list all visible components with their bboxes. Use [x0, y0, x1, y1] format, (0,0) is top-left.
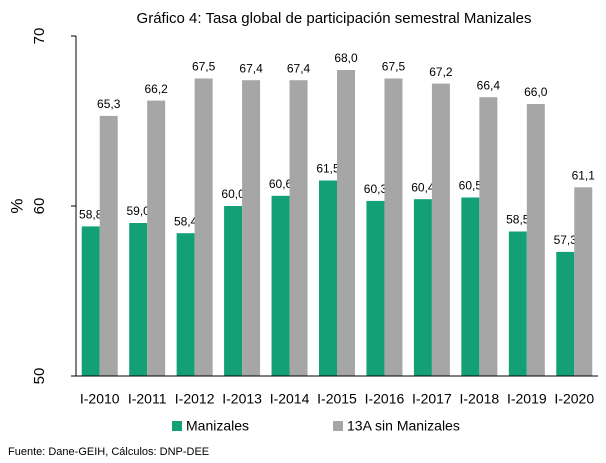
value-label: 66,4: [477, 78, 501, 92]
value-label: 66,0: [524, 85, 548, 99]
bar: [526, 104, 545, 376]
value-label: 58,4: [174, 214, 198, 228]
x-tick-label: I-2010: [80, 391, 120, 407]
value-label: 60,5: [459, 179, 483, 193]
value-label: 67,4: [287, 61, 311, 75]
y-axis-label: %: [7, 198, 26, 213]
bar: [366, 200, 385, 376]
bar: [556, 251, 575, 376]
x-tick-label: I-2011: [128, 391, 167, 407]
x-tick-label: I-2013: [222, 391, 262, 407]
bar: [99, 115, 118, 377]
value-label: 66,2: [145, 82, 169, 96]
x-tick-label: I-2018: [460, 391, 500, 407]
bar: [508, 231, 527, 376]
bar: [461, 197, 480, 376]
value-label: 60,0: [221, 187, 245, 201]
x-tick-label: I-2014: [270, 391, 310, 407]
source-note: Fuente: Dane-GEIH, Cálculos: DNP-DEE: [8, 446, 209, 458]
value-label: 58,5: [506, 213, 530, 227]
value-label: 68,0: [334, 51, 358, 65]
legend-label: Manizales: [186, 418, 249, 434]
bar: [289, 80, 308, 376]
bar: [337, 70, 355, 376]
value-label: 67,4: [239, 61, 263, 75]
bar: [224, 206, 243, 376]
value-label: 60,3: [364, 182, 388, 196]
bar: [271, 195, 290, 376]
x-tick-label: I-2012: [175, 391, 215, 407]
value-label: 67,2: [429, 65, 453, 79]
bar: [431, 83, 450, 376]
y-tick-label: 70: [31, 28, 48, 45]
legend-swatch: [172, 421, 182, 431]
bar: [479, 97, 498, 376]
bar: [81, 226, 100, 376]
bar: [129, 223, 148, 376]
bar: [176, 233, 195, 376]
value-label: 59,0: [127, 204, 151, 218]
value-label: 61,5: [316, 162, 340, 176]
value-label: 60,4: [411, 180, 435, 194]
x-tick-label: I-2015: [317, 391, 357, 407]
value-label: 67,5: [192, 60, 216, 74]
bar: [413, 199, 432, 376]
x-tick-label: I-2016: [365, 391, 405, 407]
value-label: 60,6: [269, 177, 293, 191]
legend-label: 13A sin Manizales: [347, 418, 460, 434]
x-tick-label: I-2020: [554, 391, 594, 407]
y-tick-label: 50: [31, 368, 48, 385]
value-label: 57,3: [554, 233, 578, 247]
x-tick-label: I-2017: [412, 391, 452, 407]
value-label: 61,1: [572, 168, 596, 182]
chart-title: Gráfico 4: Tasa global de participación …: [137, 10, 532, 27]
bar: [319, 180, 337, 376]
x-tick-label: I-2019: [507, 391, 547, 407]
bar: [242, 80, 261, 376]
bar: [147, 100, 166, 376]
value-label: 65,3: [97, 97, 121, 111]
bar: [194, 78, 213, 376]
value-label: 67,5: [382, 60, 406, 74]
legend-swatch: [333, 421, 343, 431]
value-label: 58,8: [79, 208, 103, 222]
bar: [574, 187, 593, 376]
bar: [384, 78, 403, 376]
y-tick-label: 60: [31, 198, 48, 215]
